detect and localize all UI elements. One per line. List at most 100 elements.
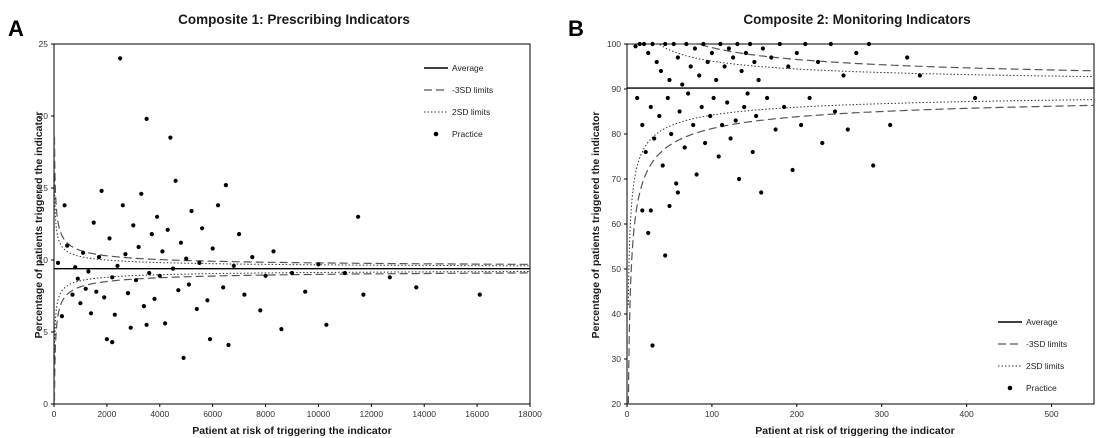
practice-point (828, 41, 833, 47)
practice-point (88, 311, 94, 316)
practice-point (342, 270, 347, 276)
practice-point (263, 273, 268, 278)
practice-point (777, 41, 782, 47)
y-tick-label: 70 (612, 174, 622, 184)
practice-point (677, 109, 682, 114)
practice-point (782, 104, 787, 110)
legend-label: 2SD limits (452, 107, 490, 117)
practice-point (91, 220, 96, 225)
practice-point (765, 95, 770, 101)
practice-point (752, 59, 757, 65)
practice-point (633, 44, 638, 49)
practice-point (640, 208, 645, 213)
practice-point (658, 68, 664, 74)
practice-point (807, 95, 812, 101)
practice-point (205, 298, 210, 303)
x-tick-label: 400 (960, 409, 974, 419)
y-tick-label: 0 (43, 399, 48, 409)
panel-b: B Composite 2: Monitoring Indicators Per… (568, 12, 1095, 437)
practice-point (680, 82, 685, 87)
y-tick-label: 90 (612, 84, 622, 94)
y-tick-label: 20 (39, 111, 49, 121)
legend-label: -3SD limits (452, 85, 493, 95)
practice-point (708, 113, 713, 119)
practice-point (160, 249, 165, 254)
practice-point (871, 163, 876, 168)
practice-point (760, 46, 766, 51)
legend-label: Average (1026, 317, 1058, 327)
x-tick-label: 0 (625, 409, 630, 419)
practice-point (147, 270, 152, 276)
practice-point (663, 41, 668, 47)
practice-point (387, 275, 392, 280)
x-tick-label: 6000 (203, 409, 222, 419)
practice-point (671, 41, 676, 47)
limit-3sd-line (627, 104, 1095, 405)
practice-point (104, 337, 109, 342)
practice-point (128, 325, 133, 330)
practice-point (769, 55, 774, 60)
panel-label-b: B (568, 16, 584, 41)
x-tick-label: 12000 (360, 409, 384, 419)
practice-point (123, 252, 128, 257)
practice-point (144, 116, 149, 121)
practice-point (210, 246, 215, 251)
legend-swatch (433, 131, 439, 137)
practice-point (709, 50, 715, 56)
practice-point (686, 91, 691, 96)
practice-point (648, 208, 653, 213)
y-tick-label: 20 (612, 399, 622, 409)
practice-point (120, 203, 125, 208)
practice-point (176, 288, 181, 293)
y-tick-label: 5 (43, 327, 48, 337)
practice-point (652, 136, 657, 141)
practice-point (118, 56, 123, 61)
practice-point (99, 188, 104, 193)
practice-point (703, 140, 708, 146)
practice-point (773, 127, 778, 132)
legend-label: -3SD limits (1026, 339, 1067, 349)
practice-point (155, 214, 160, 219)
practice-point (107, 236, 112, 241)
practice-point (414, 285, 419, 290)
practice-point (790, 167, 795, 173)
legend-label: Practice (452, 129, 483, 139)
practice-point (720, 122, 725, 128)
practice-point (726, 46, 732, 51)
practice-point (62, 203, 67, 208)
practice-point (94, 289, 99, 294)
practice-point (231, 263, 236, 268)
practice-point (699, 104, 704, 110)
practice-point (81, 250, 86, 255)
practice-point (694, 172, 699, 177)
practice-point (728, 136, 733, 141)
x-tick-label: 500 (1044, 409, 1058, 419)
practice-point (750, 149, 755, 155)
practice-point (650, 41, 655, 47)
practice-point (667, 77, 672, 83)
practice-point (665, 95, 670, 101)
practice-point (641, 41, 647, 47)
practice-point (675, 190, 681, 195)
practice-point (722, 64, 727, 69)
practice-point (170, 266, 176, 271)
practice-point (271, 249, 276, 254)
legend-label: 2SD limits (1026, 361, 1064, 371)
practice-point (207, 337, 213, 342)
x-tick-label: 8000 (256, 409, 275, 419)
practice-point (674, 181, 679, 186)
practice-point (324, 322, 329, 327)
practice-point (136, 244, 141, 250)
practice-point (917, 73, 923, 78)
legend-label: Average (452, 63, 484, 73)
practice-point (786, 64, 791, 69)
x-tick-label: 0 (52, 409, 57, 419)
practice-point (223, 183, 228, 188)
practice-point (663, 253, 668, 258)
chart-title: Composite 2: Monitoring Indicators (743, 12, 970, 27)
practice-point (303, 289, 308, 294)
practice-point (178, 240, 183, 245)
practice-point (221, 285, 226, 290)
practice-point (242, 292, 247, 297)
practice-point (733, 118, 738, 123)
